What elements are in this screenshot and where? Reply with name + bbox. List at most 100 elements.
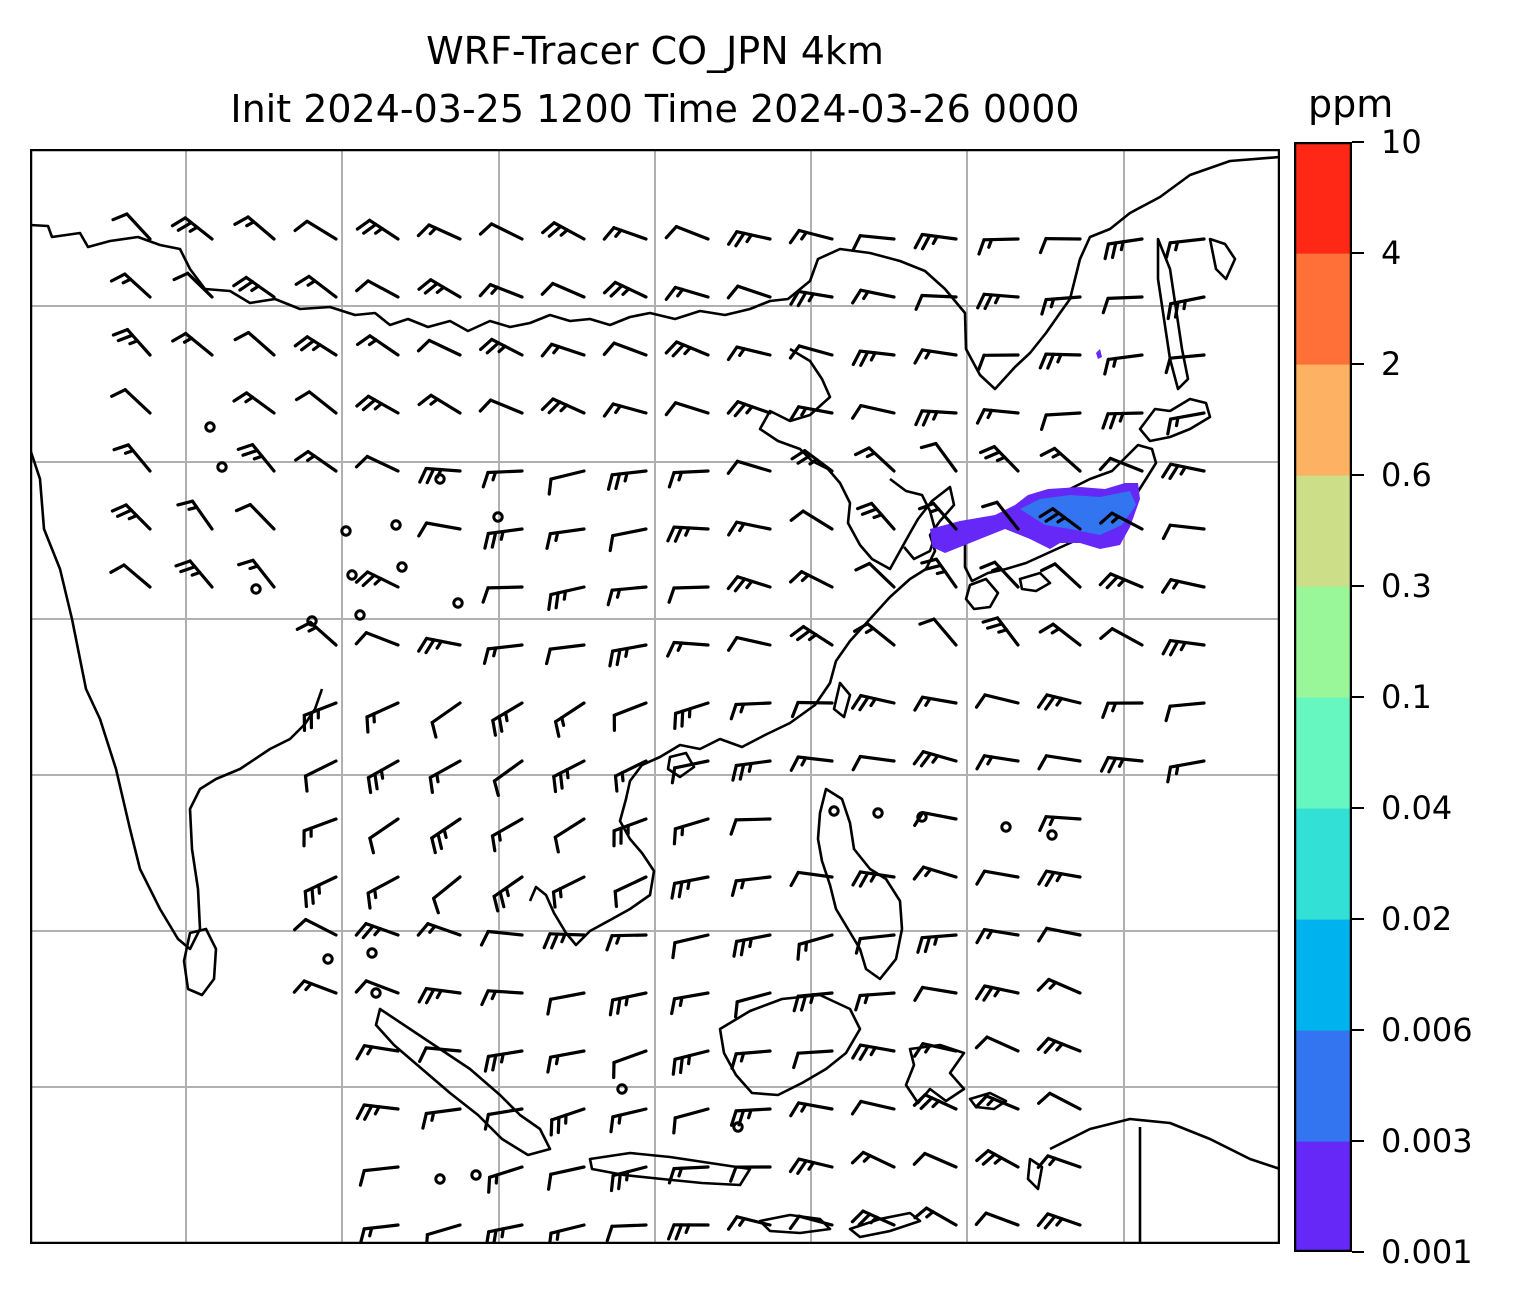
- wind-barb: [726, 575, 772, 593]
- wind-barb: [540, 342, 586, 358]
- wind-barb: [913, 985, 958, 1002]
- wind-barb: [355, 394, 400, 415]
- wind-barb: [792, 1049, 834, 1070]
- colorbar-bin: [1294, 697, 1352, 809]
- map-title-line1: WRF-Tracer CO_JPN 4km: [426, 29, 884, 73]
- wind-barb: [672, 817, 710, 846]
- wind-barb: [490, 817, 524, 853]
- wind-barb: [664, 401, 710, 417]
- wind-barb: [418, 466, 462, 485]
- wind-barb: [542, 932, 586, 950]
- wind-barb: [1099, 627, 1144, 647]
- wind-barb: [854, 561, 896, 589]
- wind-barb: [548, 1223, 586, 1244]
- wind-barb: [1101, 295, 1144, 315]
- wind-barb: [1040, 295, 1082, 316]
- wind-barb: [547, 585, 586, 611]
- wind-barb: [914, 293, 958, 311]
- wind-barb: [546, 1165, 586, 1191]
- wind-barb: [354, 921, 400, 940]
- wind-barb: [789, 405, 834, 422]
- wind-barb: [912, 750, 958, 768]
- wind-barb: [726, 1215, 772, 1231]
- wind-barb: [852, 622, 896, 647]
- wind-barb: [1164, 353, 1206, 375]
- wind-barb: [1161, 639, 1206, 657]
- wind-barb: [609, 1107, 648, 1134]
- wind-barb: [430, 701, 462, 739]
- wind-barb: [731, 759, 772, 782]
- wind-barb: [1098, 572, 1144, 590]
- wind-barb: [917, 501, 958, 531]
- wind-barb: [726, 284, 772, 300]
- wind-barb: [547, 469, 586, 496]
- wind-barb: [302, 817, 338, 848]
- wind-barb: [170, 216, 214, 241]
- tracer-plume: [930, 349, 1140, 553]
- calm-wind-marker: [354, 609, 366, 621]
- wind-barb: [788, 1157, 834, 1175]
- wind-barb: [354, 979, 400, 995]
- wind-barb: [1036, 1091, 1082, 1111]
- calm-wind-marker: [340, 525, 352, 537]
- wind-barb: [788, 228, 834, 245]
- wind-barb: [788, 344, 834, 360]
- wind-barb: [602, 280, 648, 299]
- wind-barb: [232, 275, 276, 299]
- colorbar-bin: [1294, 586, 1352, 698]
- wind-barb: [1038, 352, 1082, 370]
- colorbar-tick-mark: [1352, 363, 1364, 365]
- wind-barb: [977, 353, 1020, 371]
- wind-barb: [479, 929, 524, 947]
- wind-barb: [1036, 1036, 1082, 1054]
- wind-barb: [366, 759, 400, 795]
- wind-barb: [975, 408, 1020, 425]
- wind-barb: [912, 1042, 958, 1058]
- colorbar-frame: [1294, 142, 1352, 1252]
- wind-barb: [671, 933, 710, 960]
- wind-barb: [789, 289, 834, 308]
- wind-barb: [551, 875, 586, 909]
- colorbar-tick-mark: [1352, 1251, 1364, 1253]
- wind-barb: [974, 1094, 1020, 1111]
- wind-barb: [417, 278, 462, 299]
- wind-barb: [912, 1151, 958, 1169]
- wind-barb: [851, 754, 896, 772]
- wind-barb: [355, 1103, 400, 1121]
- wind-barb: [792, 991, 834, 1013]
- wind-barb: [918, 617, 958, 647]
- wind-barb: [853, 446, 896, 473]
- wind-barb: [111, 212, 152, 241]
- wind-barb: [417, 521, 462, 538]
- colorbar-tick-mark: [1352, 252, 1364, 254]
- wind-barb: [979, 560, 1020, 589]
- wind-barb: [851, 870, 896, 888]
- wind-barb: [366, 875, 400, 910]
- wind-barb: [1038, 815, 1082, 833]
- wind-barb: [237, 558, 276, 589]
- wind-barb: [790, 449, 834, 473]
- colorbar-tick-mark: [1352, 585, 1364, 587]
- wind-barb: [1160, 578, 1206, 594]
- wind-barb: [664, 224, 710, 241]
- colorbar-bin: [1294, 475, 1352, 587]
- wind-barb: [854, 991, 896, 1012]
- colorbar-tick-mark: [1352, 696, 1364, 698]
- wind-barb: [358, 1165, 400, 1187]
- wind-barb: [355, 279, 400, 299]
- wind-barb: [354, 454, 400, 473]
- wind-barb: [546, 1049, 586, 1074]
- wind-barb: [851, 288, 896, 305]
- calm-wind-marker: [828, 805, 840, 817]
- wind-barb: [602, 341, 648, 357]
- calm-wind-marker: [322, 953, 334, 965]
- wind-barb: [913, 232, 958, 251]
- wind-barb: [605, 1223, 648, 1243]
- wind-barb: [667, 585, 710, 604]
- colorbar-tick-label: 2: [1381, 345, 1402, 383]
- wind-barb: [1037, 754, 1082, 771]
- wind-barb: [1036, 693, 1082, 711]
- wind-barb: [1101, 411, 1144, 430]
- wind-barb: [478, 222, 524, 241]
- wind-barb: [789, 625, 834, 647]
